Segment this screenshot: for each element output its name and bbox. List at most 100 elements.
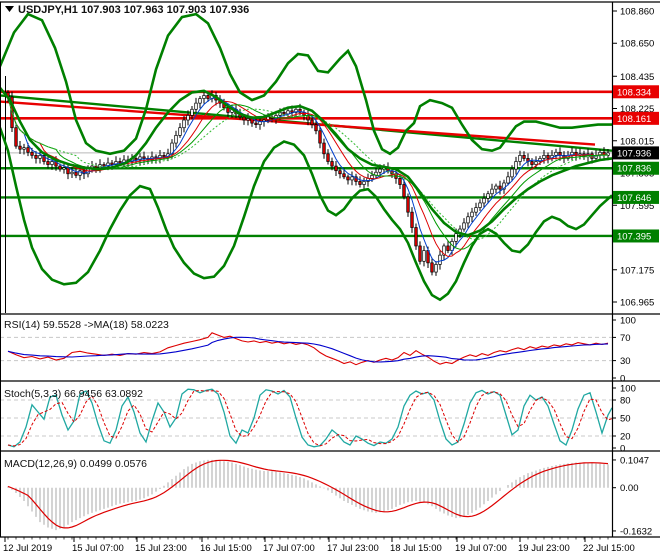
candle-body [62, 167, 66, 170]
candle-body [454, 233, 458, 242]
candle-body [354, 176, 358, 182]
panel-tick-label: 0 [620, 374, 625, 385]
time-label: 22 Jul 15:00 [583, 543, 635, 554]
panel-tick-label: 80 [620, 396, 631, 407]
candle-body [514, 161, 518, 170]
macd-signal-line [7, 459, 609, 529]
candle-body [518, 154, 522, 162]
candle-body [418, 245, 422, 262]
candle-body [110, 162, 114, 165]
candle-body [294, 108, 298, 113]
bollinger-lower-band [0, 127, 613, 302]
candle-body [398, 178, 402, 185]
candle-body [378, 168, 382, 173]
candle-body [58, 165, 62, 170]
macd-panel[interactable] [7, 459, 609, 531]
candle-body [478, 202, 482, 208]
candle-body [194, 102, 198, 110]
symbol-title: USDJPY,H1 107.903 107.963 107.903 107.93… [18, 4, 249, 16]
panel-tick-label: 0 [620, 444, 625, 455]
time-label: 15 Jul 23:00 [135, 543, 187, 554]
price-tick-label: 108.860 [620, 7, 654, 18]
candle-body [506, 176, 510, 184]
candle-body [162, 154, 166, 158]
candle-body [538, 158, 542, 162]
price-tick-label: 107.595 [620, 201, 654, 212]
support-price-label-text: 107.836 [617, 164, 651, 175]
candle-body [470, 211, 474, 218]
candle-body [446, 245, 450, 251]
panel-tick-label: 100 [620, 384, 636, 395]
candle-body [42, 154, 46, 162]
candle-body [410, 211, 414, 228]
candle-body [502, 182, 506, 190]
candle-body [282, 112, 286, 115]
candle-body [490, 188, 494, 195]
macd-label: MACD(12,26,9) 0.0499 0.0576 [4, 458, 147, 470]
candle-body [18, 145, 22, 150]
candle-body [430, 262, 434, 273]
candle-body [246, 118, 250, 121]
candle-body [290, 110, 294, 113]
candle-body [190, 108, 194, 116]
time-label: 19 Jul 07:00 [455, 543, 507, 554]
candle-body [142, 156, 146, 159]
candle-body [314, 124, 318, 132]
resistance-price-label-box [613, 85, 659, 99]
candle-body [510, 168, 514, 178]
support-price-label-box [613, 161, 659, 175]
price-tick-label: 108.435 [620, 72, 654, 83]
candle-body [198, 98, 202, 104]
bollinger-upper-band [0, 12, 612, 156]
stoch-panel[interactable] [0, 388, 613, 448]
time-label: 15 Jul 07:00 [72, 543, 124, 554]
panel-tick-label: 100 [620, 316, 636, 327]
candle-body [26, 147, 30, 153]
candle-body [338, 170, 342, 175]
candle-body [362, 181, 366, 185]
candle-body [434, 264, 438, 273]
price-tick-label: 108.650 [620, 39, 654, 50]
candle-body [242, 116, 246, 121]
resistance-price-label-text: 108.161 [617, 114, 651, 125]
candle-body [226, 107, 230, 113]
candle-body [466, 216, 470, 224]
candle-body [350, 176, 354, 181]
panel-tick-label: 50 [620, 414, 631, 425]
time-label: 19 Jul 23:00 [518, 543, 570, 554]
candle-body [530, 161, 534, 165]
symbol-dropdown-icon[interactable] [5, 6, 14, 12]
candle-body [74, 171, 78, 176]
panel-tick-label: 0.00 [620, 483, 639, 494]
candle-body [438, 254, 442, 265]
panel-tick-label: 20 [620, 432, 631, 443]
main-chart-panel[interactable] [0, 12, 613, 313]
candle-body [14, 127, 18, 147]
candle-body [254, 122, 258, 125]
candle-body [310, 119, 314, 125]
time-label: 17 Jul 07:00 [263, 543, 315, 554]
candle-body [114, 161, 118, 165]
candle-body [202, 95, 206, 99]
candle-body [82, 170, 86, 175]
candle-body [498, 185, 502, 190]
candle-body [406, 196, 410, 213]
candle-body [442, 245, 446, 256]
candle-body [298, 108, 302, 113]
panel-tick-label: 70 [620, 333, 631, 344]
candle-body [70, 171, 74, 175]
candle-body [186, 115, 190, 121]
time-label: 12 Jul 2019 [3, 543, 52, 554]
candle-body [174, 135, 178, 144]
candle-body [346, 176, 350, 181]
candle-body [306, 115, 310, 121]
candle-body [46, 161, 50, 165]
candle-body [118, 161, 122, 164]
candle-body [542, 154, 546, 159]
candle-body [546, 154, 550, 159]
candle-body [38, 154, 42, 159]
time-label: 16 Jul 15:00 [200, 543, 252, 554]
candle-body [462, 222, 466, 230]
rsi-panel[interactable] [0, 332, 612, 366]
